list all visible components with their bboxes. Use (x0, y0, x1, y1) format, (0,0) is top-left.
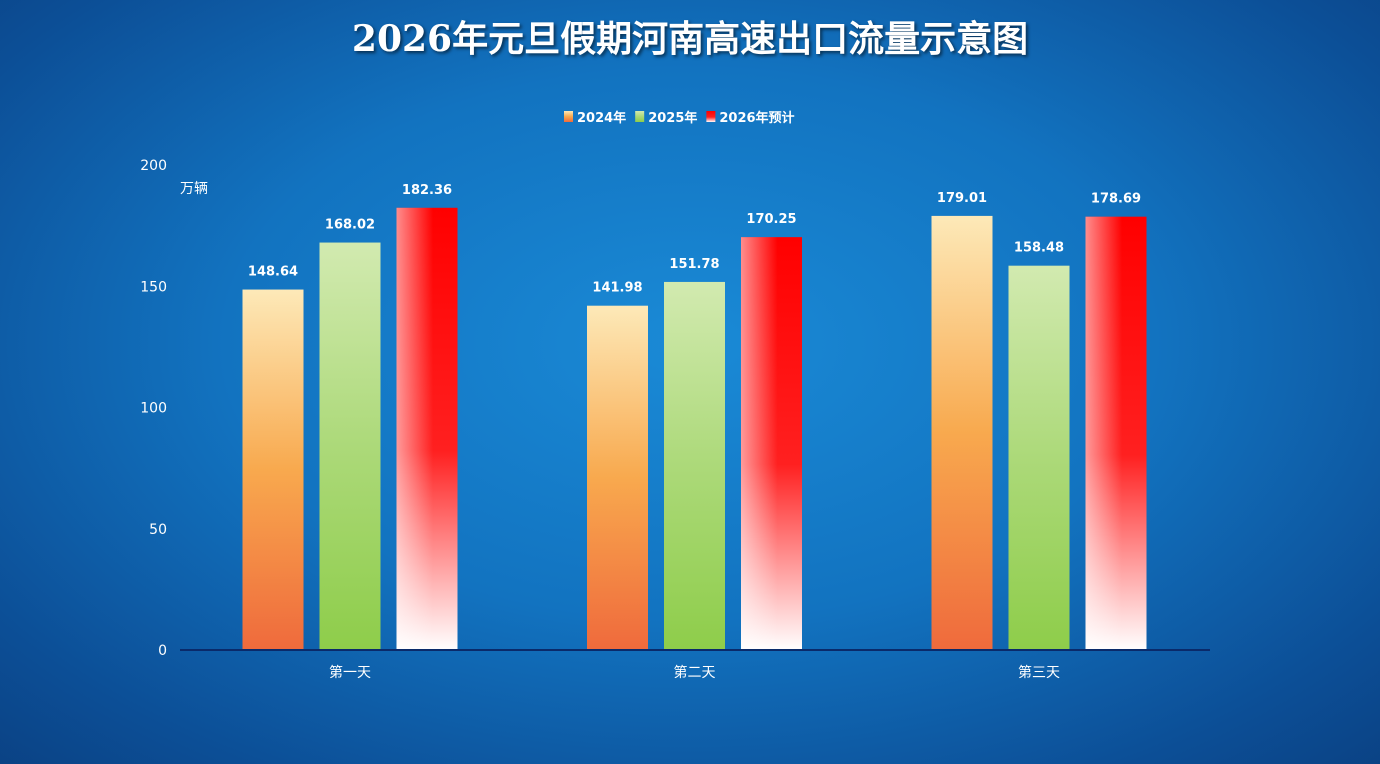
data-label: 141.98 (592, 281, 642, 296)
data-label: 178.69 (1091, 192, 1141, 207)
y-tick-label: 0 (158, 643, 167, 659)
x-tick-label: 第一天 (329, 664, 371, 681)
bar (1008, 265, 1070, 650)
x-axis: 第一天 第二天 第三天 (329, 664, 1060, 681)
legend-label: 2026年预计 (719, 110, 794, 126)
bar (242, 289, 304, 650)
x-tick-label: 第二天 (674, 664, 716, 681)
data-label: 168.02 (325, 218, 375, 233)
bar (319, 242, 381, 650)
bar-highlight (1085, 216, 1147, 650)
bar (587, 305, 648, 650)
legend-swatch (635, 111, 645, 122)
y-axis-unit: 万辆 (180, 181, 208, 197)
bar-highlight (741, 237, 802, 651)
x-tick-label: 第三天 (1018, 664, 1060, 681)
data-label: 151.78 (669, 257, 719, 272)
bars: 148.64 168.02 182.36 141.98 151.78 170.25 179.… (242, 183, 1147, 651)
y-tick-label: 200 (140, 158, 167, 174)
bar (664, 281, 725, 650)
y-tick-label: 50 (149, 522, 167, 538)
chart-title: 2026年元旦假期河南高速出口流量示意图 (351, 18, 1029, 60)
legend-swatch (706, 111, 716, 122)
legend-label: 2025年 (648, 110, 697, 126)
legend: 2024年 2025年 2026年预计 (564, 110, 795, 126)
y-axis: 0 50 100 150 200 (140, 158, 167, 659)
data-label: 182.36 (402, 183, 452, 198)
legend-swatch (564, 111, 573, 122)
data-label: 170.25 (746, 212, 796, 227)
y-tick-label: 100 (140, 401, 167, 417)
data-label: 148.64 (248, 265, 298, 280)
y-tick-label: 150 (140, 279, 167, 295)
legend-label: 2024年 (577, 110, 626, 126)
data-label: 158.48 (1014, 241, 1064, 256)
bar (931, 215, 993, 650)
data-label: 179.01 (937, 191, 987, 206)
bar-highlight (396, 207, 458, 651)
